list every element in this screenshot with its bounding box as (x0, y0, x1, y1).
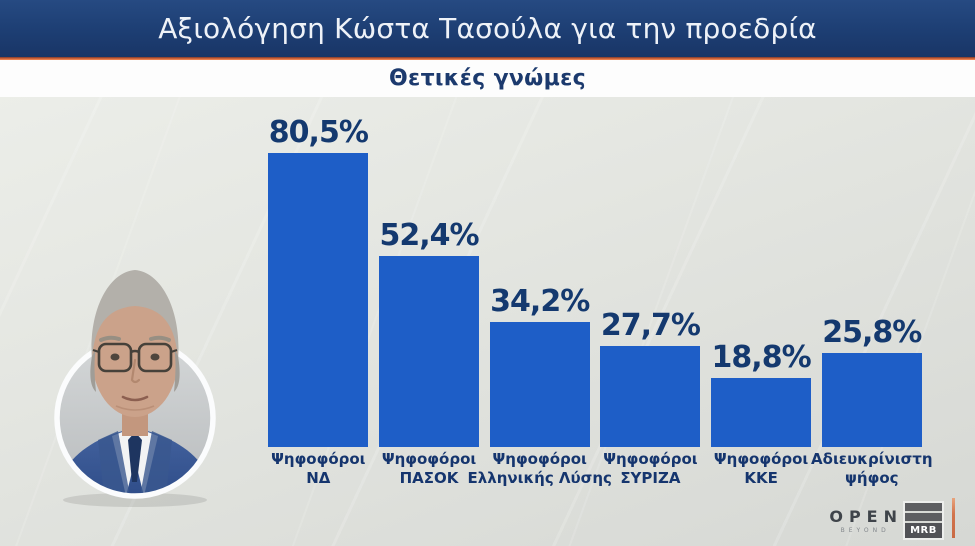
bar-column-pasok: 52,4% (374, 115, 485, 447)
mrb-logo-bar (905, 513, 942, 521)
bar-column-undeclared: 25,8% (816, 115, 927, 447)
mrb-agency-logo: MRB (905, 503, 942, 538)
bar-column-nd: 80,5% (263, 115, 374, 447)
bar-pasok (379, 256, 480, 447)
bar-category-labels: Ψηφοφόροι ΝΔ Ψηφοφόροι ΠΑΣΟΚ Ψηφοφόροι Ε… (263, 450, 933, 488)
bar-value-nd: 80,5% (268, 115, 369, 150)
man-portrait-icon (54, 270, 216, 507)
bar-value-pasok: 52,4% (379, 218, 479, 253)
bar-elliniki-lysi (489, 322, 590, 447)
bar-chart: 80,5% 52,4% 34,2% 27,7% 18,8% 25,8% (263, 115, 927, 447)
bar-value-elliniki-lysi: 34,2% (490, 284, 590, 319)
open-channel-logo: OPEN BEYOND (829, 509, 897, 534)
title-bar: Αξιολόγηση Κώστα Τασούλα για την προεδρί… (0, 0, 975, 57)
bar-column-kke: 18,8% (706, 115, 817, 447)
open-logo-text: OPEN (829, 507, 903, 526)
mrb-logo-bar (905, 503, 942, 511)
mrb-logo-text: MRB (905, 523, 942, 538)
bar-value-undeclared: 25,8% (822, 315, 922, 350)
bar-column-syriza: 27,7% (595, 115, 706, 447)
chart-panel: 80,5% 52,4% 34,2% 27,7% 18,8% 25,8% (0, 97, 975, 546)
category-label-nd: Ψηφοφόροι ΝΔ (271, 450, 366, 487)
orange-divider (0, 57, 975, 60)
bar-syriza (600, 346, 701, 447)
bar-undeclared (821, 353, 922, 447)
subtitle-band: Θετικές γνώμες (0, 60, 975, 97)
open-beyond-text: BEYOND (840, 527, 890, 534)
bar-value-syriza: 27,7% (600, 308, 701, 343)
category-label-pasok: Ψηφοφόροι ΠΑΣΟΚ (381, 450, 477, 487)
category-label-elliniki-lysi: Ψηφοφόροι Ελληνικής Λύσης (467, 450, 612, 487)
bar-value-kke: 18,8% (711, 340, 812, 375)
bar-nd (268, 153, 369, 447)
orange-edge-mark (952, 498, 955, 538)
bar-kke (711, 378, 812, 447)
chart-subtitle: Θετικές γνώμες (389, 66, 586, 91)
category-label-syriza: Ψηφοφόροι ΣΥΡΙΖΑ (603, 450, 698, 487)
category-label-undeclared: Αδιευκρίνιστη ψήφος (811, 450, 933, 487)
page-title: Αξιολόγηση Κώστα Τασούλα για την προεδρί… (158, 12, 817, 45)
category-label-kke: Ψηφοφόροι ΚΚΕ (713, 450, 809, 487)
bar-column-elliniki-lysi: 34,2% (484, 115, 595, 447)
